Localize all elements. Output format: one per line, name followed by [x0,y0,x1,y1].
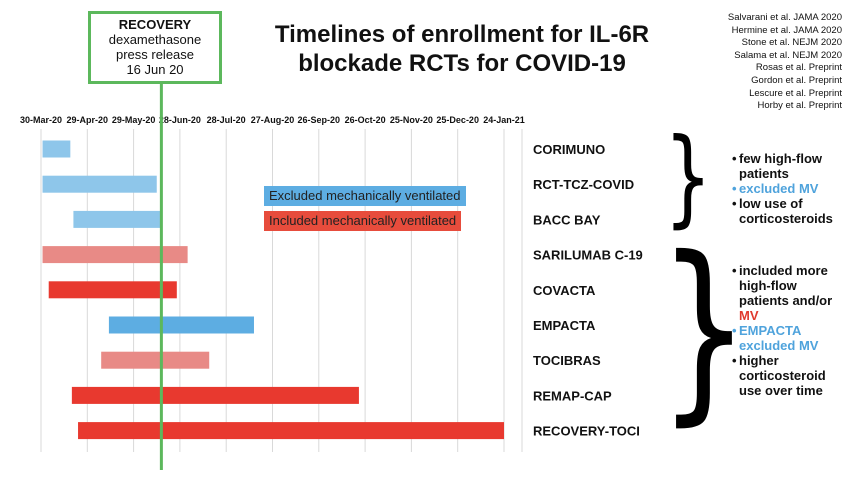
note-item: • low use of corticosteroids [732,196,833,226]
x-tick-labels: 30-Mar-20 29-Apr-20 29-May-20 28-Jun-20 28-J… [20,115,525,125]
reference: Gordon et al. Preprint [751,74,842,86]
note-item: • few high-flow patients [732,151,823,181]
x-tick-label: 26-Sep-20 [298,115,341,125]
trial-labels: CORIMUNO RCT-TCZ-COVID BACC BAY SARILUMAB C… [533,142,643,439]
trial-bar [42,246,188,264]
group2-notes: • included more high-flow patients and/or… [732,263,847,398]
x-tick-label: 29-Apr-20 [67,115,109,125]
x-tick-label: 29-May-20 [112,115,156,125]
right-brace-icon: } [664,115,713,238]
legend-excluded: Excluded mechanically ventilated [264,186,466,206]
x-tick-label: 27-Aug-20 [251,115,295,125]
trial-bar [78,422,504,440]
note-item: • EMPACTA excluded MV [732,323,819,353]
trial-bar [71,386,359,404]
trial-bar [73,210,162,228]
right-brace-icon: } [658,215,750,444]
reference: Salvarani et al. JAMA 2020 [727,12,842,23]
trial-label: BACC BAY [533,212,601,227]
legend-included: Included mechanically ventilated [264,211,462,231]
reference: Stone et al. NEJM 2020 [741,37,842,49]
note-item: MV [739,308,759,323]
trial-label: SARILUMAB C-19 [533,248,643,263]
note-item: • included more high-flow patients and/or [732,263,833,308]
x-tick-label: 28-Jul-20 [207,115,246,125]
chart-title: Timelines of enrollment for IL-6R blocka… [274,21,650,77]
note-item: • excluded MV [732,181,819,196]
group1-notes: • few high-flow patients • excluded MV • lo… [732,151,847,226]
trial-label: COVACTA [533,283,596,298]
reference: Hermine et al. JAMA 2020 [731,24,842,36]
trial-bar [48,281,177,299]
recovery-marker-date: 16 Jun 20 [126,62,184,77]
reference: Rosas et al. Preprint [755,62,842,74]
x-tick-label: 25-Dec-20 [436,115,479,125]
recovery-marker-text: press release [115,47,195,62]
recovery-marker-text: dexamethasone [108,32,202,47]
reference: Lescure et al. Preprint [749,87,842,99]
x-tick-label: 24-Jan-21 [483,115,525,125]
x-tick-label: 26-Oct-20 [345,115,386,125]
trial-label: EMPACTA [533,318,596,333]
trial-bar [101,351,210,369]
trial-label: REMAP-CAP [533,388,612,403]
recovery-marker-title: RECOVERY [118,17,192,32]
trial-label: CORIMUNO [533,142,605,157]
note-item: • higher corticosteroid use over time [732,353,826,398]
trial-label: RCT-TCZ-COVID [533,177,634,192]
x-tick-label: 25-Nov-20 [390,115,433,125]
references-list: Salvarani et al. JAMA 2020 Hermine et al… [642,12,842,113]
trial-label: RECOVERY-TOCI [533,424,640,439]
recovery-marker-box: RECOVERY dexamethasone press release 16 … [88,11,222,84]
reference: Horby et al. Preprint [757,100,842,112]
trial-label: TOCIBRAS [533,353,601,368]
trial-bar [42,175,157,193]
trial-bars [42,140,504,440]
x-tick-label: 28-Jun-20 [159,115,201,125]
x-tick-label: 30-Mar-20 [20,115,62,125]
trial-bar [42,140,71,158]
trial-bar [108,316,254,334]
reference: Salama et al. NEJM 2020 [734,49,842,61]
